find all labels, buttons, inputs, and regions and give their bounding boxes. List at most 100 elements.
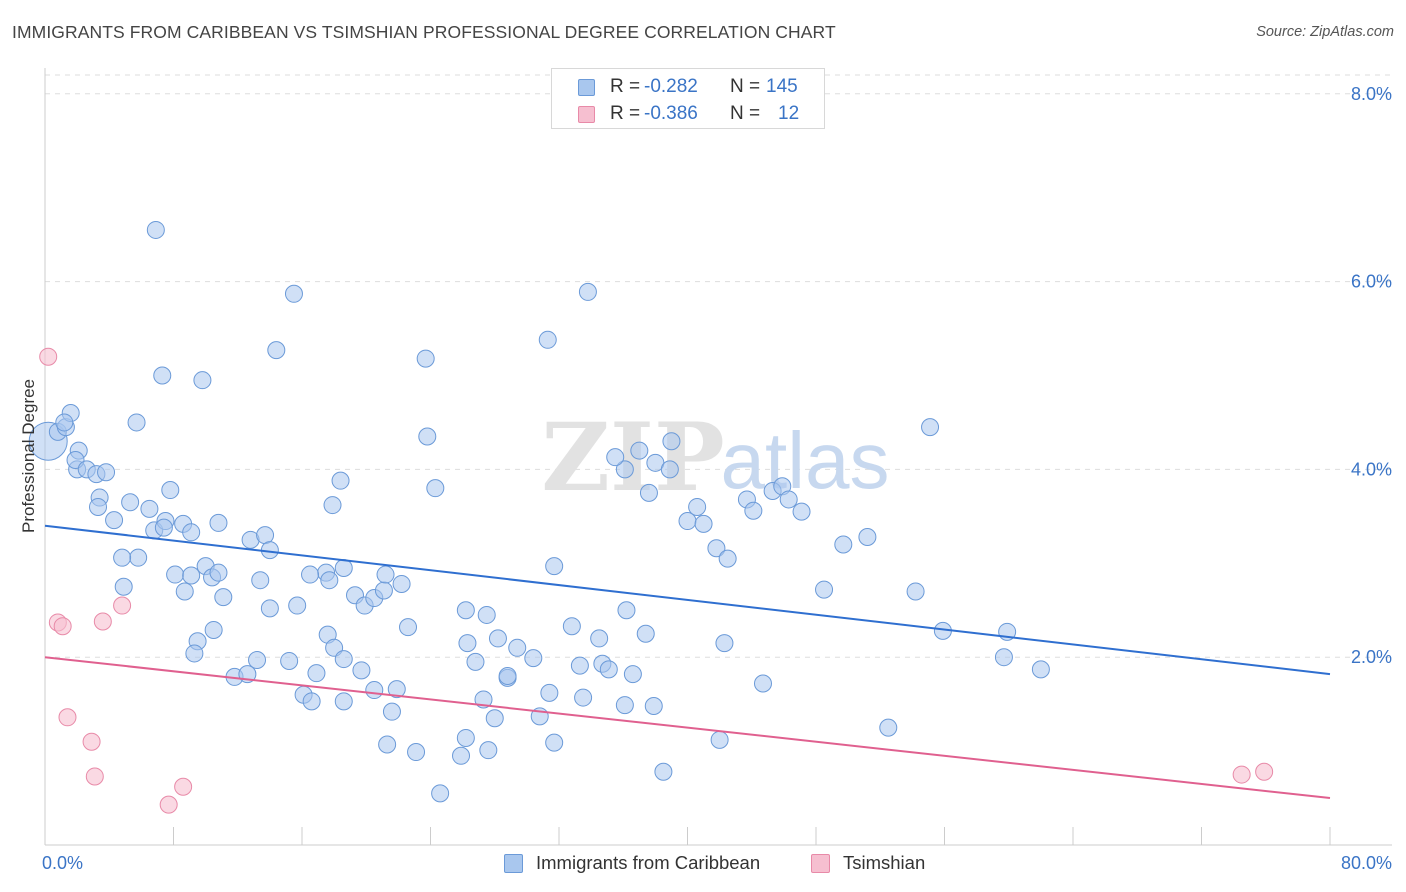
data-point-caribbean [376, 565, 395, 584]
n-label: N = [730, 76, 761, 97]
data-point-caribbean [715, 634, 734, 653]
data-point-caribbean [185, 644, 204, 663]
data-point-caribbean [479, 741, 498, 760]
y-tick-label: 8.0% [1351, 84, 1392, 104]
r-label: R = [610, 76, 641, 97]
trend-line-tsimshian [44, 656, 1331, 800]
data-point-caribbean [753, 674, 772, 693]
stats-legend: R = -0.282 N = 145 R = -0.386 N = 12 [551, 68, 825, 129]
r-value: -0.282 [644, 76, 698, 97]
data-point-caribbean [815, 580, 834, 599]
data-point-caribbean [113, 548, 132, 567]
data-point-tsimshian [174, 777, 193, 796]
data-point-caribbean [248, 651, 267, 670]
data-point-caribbean [1031, 660, 1050, 679]
data-point-caribbean [545, 733, 564, 752]
data-point-tsimshian [58, 708, 77, 727]
data-point-caribbean [718, 549, 737, 568]
legend-item-tsimshian: Tsimshian [811, 852, 971, 876]
data-point-caribbean [161, 481, 180, 500]
data-point-caribbean [615, 696, 634, 715]
data-point-caribbean [879, 718, 898, 737]
data-point-caribbean [302, 692, 321, 711]
data-point-caribbean [431, 784, 450, 803]
data-point-caribbean [644, 697, 663, 716]
data-point-caribbean [382, 702, 401, 721]
data-point-caribbean [545, 557, 564, 576]
data-point-caribbean [623, 665, 642, 684]
legend-swatch-caribbean [504, 854, 523, 873]
y-tick-label: 2.0% [1351, 647, 1392, 667]
data-point-caribbean [994, 648, 1013, 667]
data-point-caribbean [204, 620, 223, 639]
data-point-caribbean [636, 624, 655, 643]
data-point-caribbean [574, 688, 593, 707]
data-point-caribbean [175, 582, 194, 601]
data-point-caribbean [55, 413, 74, 432]
data-point-caribbean [260, 599, 279, 618]
data-point-caribbean [744, 501, 763, 520]
data-point-caribbean [578, 282, 597, 301]
data-point-caribbean [140, 499, 159, 518]
data-point-caribbean [630, 441, 649, 460]
data-point-caribbean [193, 371, 212, 390]
data-point-tsimshian [53, 617, 72, 636]
data-point-caribbean [694, 514, 713, 533]
data-point-caribbean [474, 690, 493, 709]
data-point-caribbean [146, 220, 165, 239]
tick-labels: 2.0% 4.0% 6.0% 8.0% 0.0% 80.0% [42, 84, 1392, 873]
data-point-caribbean [288, 596, 307, 615]
data-point-tsimshian [82, 732, 101, 751]
data-point-caribbean [387, 680, 406, 699]
data-point-caribbean [323, 496, 342, 515]
data-point-caribbean [710, 730, 729, 749]
data-point-caribbean [792, 502, 811, 521]
data-point-caribbean [599, 660, 618, 679]
data-point-caribbean [660, 460, 679, 479]
y-tick-label: 6.0% [1351, 272, 1392, 292]
x-tick-label: 80.0% [1341, 853, 1392, 873]
data-point-tsimshian [1255, 762, 1274, 781]
data-point-caribbean [105, 511, 124, 530]
n-value: 145 [766, 76, 798, 97]
data-point-caribbean [114, 577, 133, 596]
data-point-caribbean [334, 650, 353, 669]
data-point-caribbean [538, 330, 557, 349]
data-point-caribbean [407, 743, 426, 762]
data-point-caribbean [256, 526, 275, 545]
data-point-caribbean [570, 656, 589, 675]
series-tsimshian-points [39, 347, 1274, 814]
data-point-tsimshian [1232, 765, 1251, 784]
data-point-caribbean [452, 746, 471, 765]
data-point-caribbean [284, 284, 303, 303]
data-point-caribbean [654, 762, 673, 781]
data-point-caribbean [688, 497, 707, 516]
data-point-caribbean [456, 601, 475, 620]
watermark: ZIP atlas [541, 403, 889, 513]
legend-item-caribbean: Immigrants from Caribbean [504, 852, 804, 876]
data-point-caribbean [488, 629, 507, 648]
data-point-caribbean [378, 735, 397, 754]
data-point-caribbean [540, 683, 559, 702]
data-point-caribbean [707, 539, 726, 558]
trend-line-caribbean [44, 524, 1331, 676]
r-value: -0.386 [644, 103, 698, 124]
data-point-caribbean [307, 664, 326, 683]
data-point-caribbean [280, 651, 299, 670]
data-point-caribbean [834, 535, 853, 554]
data-point-caribbean [498, 666, 517, 685]
stats-row-caribbean: R = -0.282 N = 145 [552, 75, 826, 99]
data-point-caribbean [182, 523, 201, 542]
stats-row-tsimshian: R = -0.386 N = 12 [552, 102, 826, 126]
data-point-caribbean [334, 692, 353, 711]
data-point-caribbean [399, 618, 418, 637]
swatch-tsimshian [578, 106, 595, 123]
data-point-tsimshian [93, 612, 112, 631]
data-point-caribbean [301, 565, 320, 584]
data-point-caribbean [416, 349, 435, 368]
data-point-caribbean [251, 571, 270, 590]
data-point-caribbean [209, 513, 228, 532]
data-point-caribbean [524, 649, 543, 668]
data-point-tsimshian [85, 767, 104, 786]
